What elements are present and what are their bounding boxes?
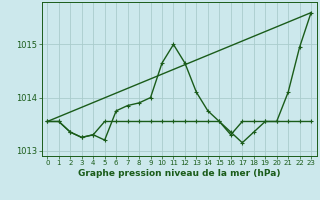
X-axis label: Graphe pression niveau de la mer (hPa): Graphe pression niveau de la mer (hPa) [78, 169, 280, 178]
